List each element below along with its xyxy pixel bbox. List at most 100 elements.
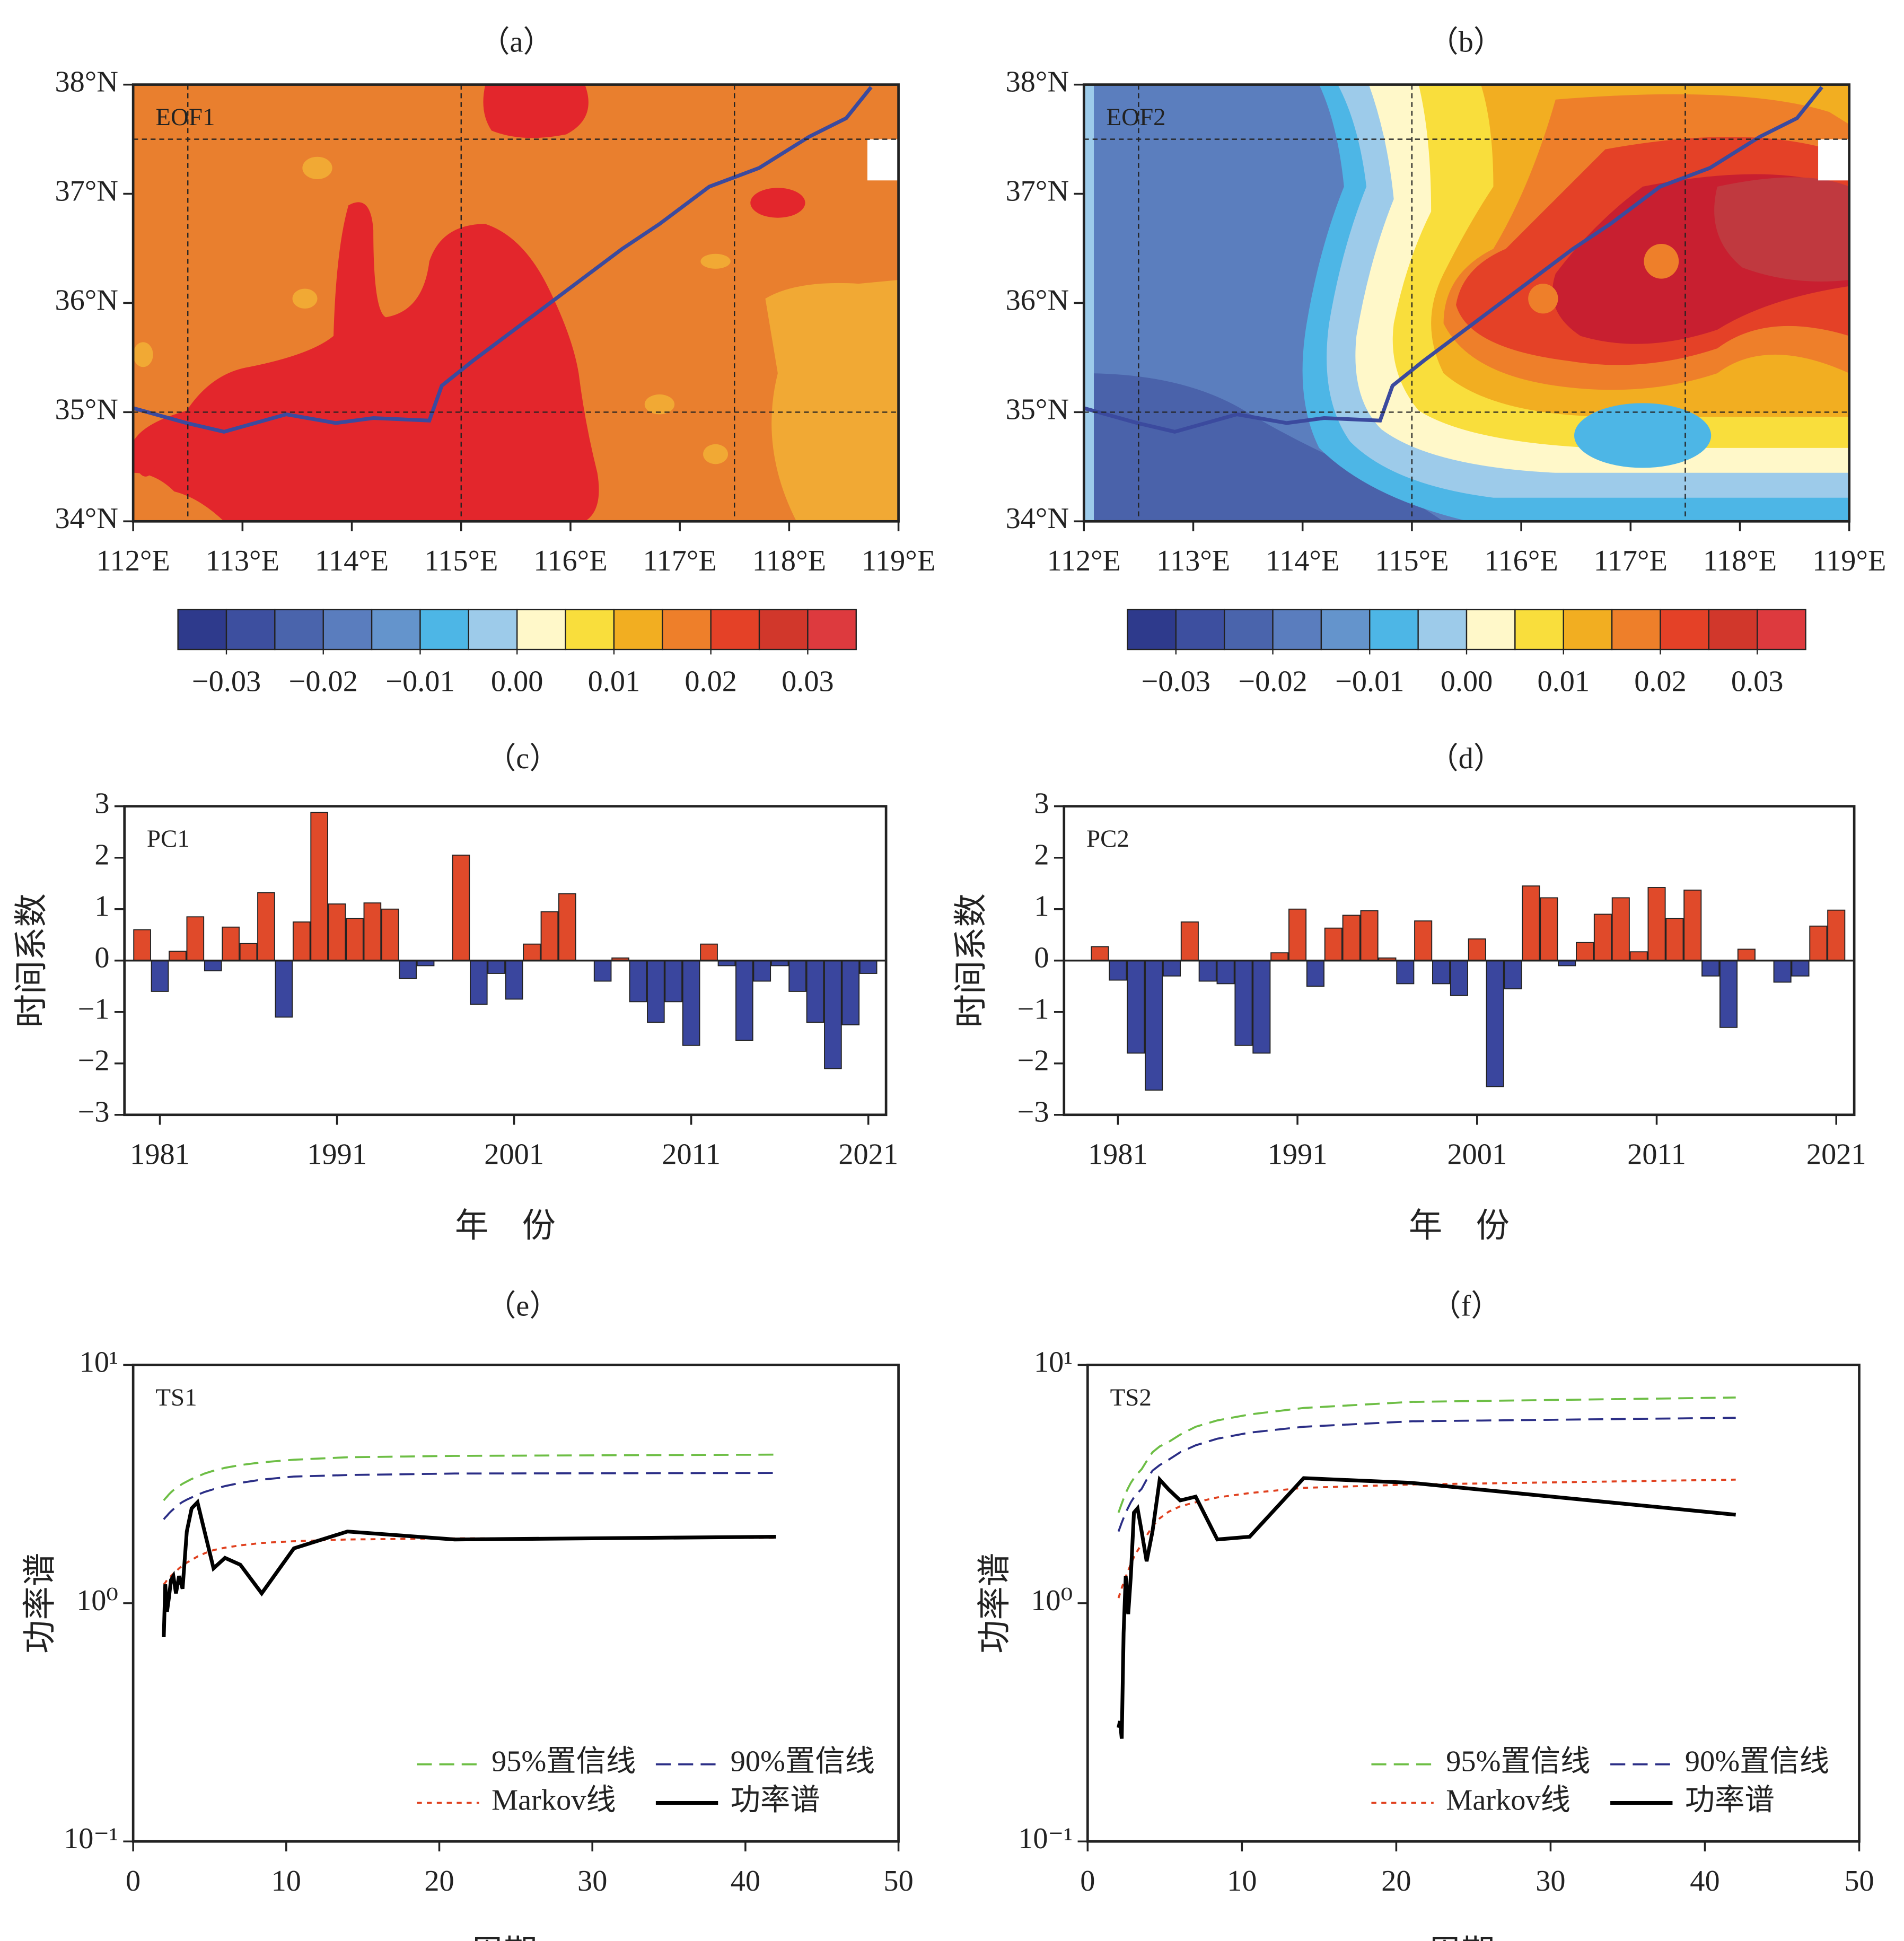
- x-tick-label: 30: [1536, 1865, 1565, 1898]
- colorbar-box: [710, 609, 760, 651]
- panel-label: EOF1: [155, 103, 215, 131]
- bar: [346, 918, 364, 961]
- y-tick-label: 37°N: [1006, 174, 1069, 207]
- series-line: [1117, 1475, 1736, 1739]
- field-patch: [134, 432, 157, 477]
- x-tick-label: 0: [1080, 1865, 1095, 1898]
- bar: [1270, 952, 1289, 961]
- map-field-b: [1084, 84, 1849, 522]
- bar: [1611, 897, 1630, 961]
- bar: [753, 960, 771, 982]
- series-line: [1117, 1397, 1736, 1513]
- colorbar-label: 0.00: [1441, 665, 1493, 698]
- x-tick-label: 0: [126, 1865, 141, 1898]
- x-tick-label: 2001: [1447, 1138, 1507, 1171]
- legend-label: 功率谱: [1685, 1784, 1775, 1816]
- field-patch: [703, 444, 729, 464]
- x-tick-label: 1981: [130, 1138, 190, 1171]
- colorbar-box: [1563, 609, 1613, 651]
- x-tick-label: 115°E: [1375, 544, 1449, 577]
- y-tick-label: 38°N: [1006, 66, 1069, 99]
- colorbar-label: −0.03: [192, 665, 261, 698]
- x-tick-label: 2011: [1627, 1138, 1686, 1171]
- x-tick-label: 10: [1227, 1865, 1257, 1898]
- colorbar-label: −0.02: [289, 665, 358, 698]
- x-tick-label: 40: [1690, 1865, 1719, 1898]
- x-tick-label: 116°E: [1484, 544, 1558, 577]
- panel-title: （d）: [1428, 742, 1503, 775]
- x-tick-label: 2001: [484, 1138, 544, 1171]
- y-tick-label: −2: [1017, 1044, 1049, 1077]
- colorbar-box: [468, 609, 518, 651]
- bar: [1701, 960, 1720, 977]
- x-tick-label: 114°E: [315, 544, 389, 577]
- bar: [292, 921, 311, 961]
- field-patch: [1574, 403, 1712, 468]
- series-line: [1117, 1417, 1736, 1532]
- panel-label: EOF2: [1107, 103, 1166, 131]
- bar: [133, 929, 151, 961]
- x-tick-label: 50: [1844, 1865, 1874, 1898]
- y-tick-label: 34°N: [55, 502, 118, 535]
- bar: [222, 926, 240, 961]
- bar: [664, 960, 683, 1003]
- colorbar-label: 0.01: [1537, 665, 1590, 698]
- colorbar-box: [1369, 609, 1419, 651]
- bar: [523, 943, 541, 961]
- y-tick-label: 10¹: [80, 1346, 118, 1378]
- x-tick-label: 20: [1381, 1865, 1411, 1898]
- series-line: [162, 1498, 776, 1638]
- x-tick-label: 2011: [662, 1138, 721, 1171]
- colorbar-label: −0.03: [1142, 665, 1210, 698]
- x-axis-label: 周期/a: [470, 1934, 561, 1941]
- panel-label: TS2: [1110, 1384, 1152, 1411]
- y-tick-label: 3: [1034, 787, 1049, 820]
- colorbar-label: 0.02: [1634, 665, 1687, 698]
- field-patch: [1714, 177, 1849, 282]
- bar: [452, 854, 470, 961]
- map-field-a: [133, 84, 899, 522]
- y-tick-label: 36°N: [1006, 284, 1069, 317]
- panel-title: （c）: [486, 742, 559, 775]
- y-tick-label: 34°N: [1006, 502, 1069, 535]
- panel-title: （f）: [1431, 1290, 1501, 1323]
- x-tick-label: 113°E: [206, 544, 279, 577]
- river: [133, 86, 873, 434]
- colorbar-box: [225, 609, 276, 651]
- colorbar-box: [565, 609, 615, 651]
- field-patch: [750, 188, 805, 218]
- colorbar-box: [1757, 609, 1806, 651]
- sea-mask: [867, 139, 899, 181]
- legend-label: 90%置信线: [731, 1745, 875, 1778]
- colorbar-box: [1660, 609, 1710, 651]
- x-tick-label: 1991: [307, 1138, 367, 1171]
- bar: [381, 908, 399, 961]
- colorbar-label: −0.01: [385, 665, 454, 698]
- y-tick-label: 35°N: [1006, 393, 1069, 426]
- x-tick-label: 112°E: [96, 544, 170, 577]
- bar: [540, 911, 559, 961]
- y-tick-label: 38°N: [55, 66, 118, 99]
- bar: [1486, 960, 1504, 1087]
- colorbar-label: −0.02: [1238, 665, 1307, 698]
- river: [1084, 86, 1823, 434]
- y-tick-label: −3: [1017, 1096, 1049, 1129]
- field-patch: [1084, 373, 1444, 522]
- x-tick-label: 116°E: [533, 544, 607, 577]
- bar: [505, 960, 523, 1000]
- bar: [310, 812, 328, 961]
- bar: [1162, 960, 1181, 977]
- y-axis-label: 时间系数: [13, 893, 50, 1027]
- bar: [1414, 920, 1433, 961]
- bar: [1127, 960, 1145, 1054]
- x-tick-label: 112°E: [1047, 544, 1121, 577]
- y-tick-label: 1: [94, 890, 109, 923]
- x-tick-label: 117°E: [1594, 544, 1668, 577]
- bar: [841, 960, 860, 1025]
- x-tick-label: 119°E: [862, 544, 935, 577]
- bar: [1342, 915, 1361, 961]
- colorbar-box: [1272, 609, 1322, 651]
- bar: [186, 916, 205, 961]
- panel-title: （a）: [480, 25, 553, 58]
- bar: [257, 892, 275, 961]
